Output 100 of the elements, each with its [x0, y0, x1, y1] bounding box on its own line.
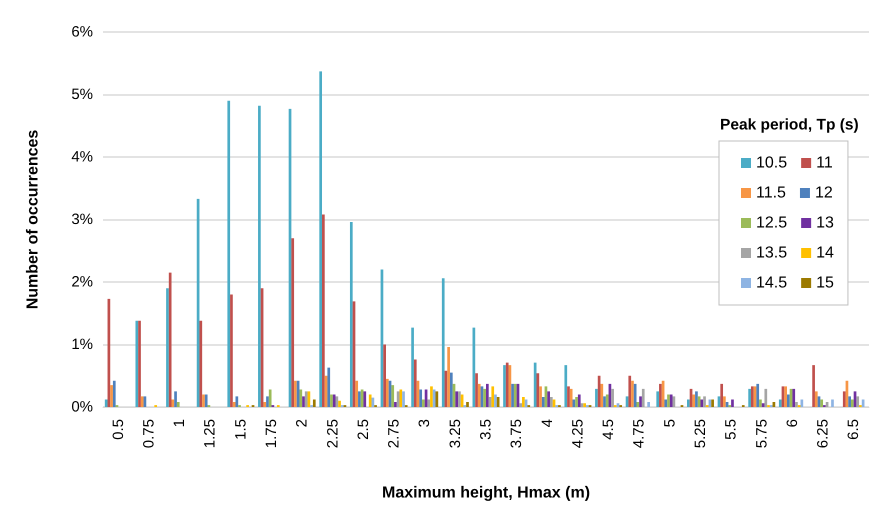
bar — [419, 390, 422, 407]
bar — [263, 402, 266, 407]
bar — [432, 390, 436, 407]
y-tick-label: 1% — [71, 336, 93, 353]
bar — [812, 365, 815, 407]
x-tick-label: 1.5 — [232, 419, 250, 440]
bar — [708, 400, 712, 407]
bar — [296, 380, 300, 407]
bar — [424, 390, 428, 407]
bar — [580, 403, 584, 407]
bar — [308, 391, 310, 407]
bar — [606, 394, 609, 407]
bar — [552, 400, 556, 407]
bar — [726, 402, 728, 407]
legend-label: 12 — [814, 184, 833, 202]
bar — [299, 390, 302, 407]
bar — [288, 108, 292, 407]
bar — [168, 272, 172, 407]
bar — [455, 391, 458, 407]
bar — [782, 386, 784, 407]
bar — [842, 391, 846, 407]
bar — [388, 380, 392, 407]
bar — [483, 388, 486, 407]
bar — [659, 384, 662, 407]
bar — [466, 402, 469, 407]
bar — [302, 396, 305, 407]
legend-label: 12.5 — [756, 214, 788, 232]
bar — [539, 386, 542, 407]
y-tick-label: 4% — [71, 148, 93, 166]
bar — [268, 390, 272, 407]
bar — [383, 344, 386, 407]
bar — [662, 380, 664, 407]
bar — [322, 214, 325, 407]
x-tick-label: 2 — [294, 419, 311, 428]
bar — [536, 373, 540, 407]
bar — [488, 397, 492, 407]
bar — [848, 396, 851, 407]
bar — [514, 384, 517, 407]
bar — [138, 320, 141, 407]
bar — [352, 301, 356, 407]
bar — [784, 386, 788, 407]
bar — [494, 394, 497, 407]
x-tick-label: 2.5 — [354, 419, 372, 440]
bar — [227, 100, 230, 407]
bar — [166, 288, 169, 407]
bar — [524, 400, 528, 407]
bar — [414, 360, 417, 407]
bar — [430, 386, 433, 407]
bar — [636, 402, 640, 407]
bar — [266, 396, 269, 407]
bar — [534, 362, 536, 407]
bar — [800, 400, 804, 407]
bar — [687, 400, 690, 407]
bar — [595, 388, 598, 407]
legend-title: Peak period, Tp (s) — [720, 116, 859, 134]
legend-label: 14 — [816, 244, 834, 262]
bar — [399, 390, 402, 407]
x-tick-label: 3.25 — [446, 419, 464, 448]
bar — [792, 388, 796, 407]
bar — [450, 372, 453, 407]
bar — [611, 388, 614, 407]
bar — [478, 384, 481, 407]
bar — [503, 365, 506, 407]
x-tick-label: 0.75 — [140, 419, 158, 448]
x-tick-label: 2.75 — [386, 419, 403, 448]
bar — [731, 400, 734, 407]
bar — [475, 373, 478, 407]
x-tick-label: 2.25 — [324, 419, 342, 448]
legend-label: 15 — [816, 274, 834, 292]
bar — [567, 386, 570, 407]
bar — [108, 298, 110, 407]
bar — [690, 388, 692, 407]
bar — [572, 400, 576, 407]
bar — [291, 238, 294, 407]
bar — [112, 380, 116, 407]
x-tick-label: 6.25 — [814, 419, 832, 448]
bar — [460, 394, 464, 407]
bar — [436, 391, 438, 407]
bar — [750, 386, 754, 407]
bar — [608, 384, 612, 407]
x-tick-label: 4.25 — [569, 419, 586, 448]
bar — [327, 368, 330, 407]
bar — [140, 396, 144, 407]
bar — [550, 397, 553, 407]
x-tick-label: 5.75 — [753, 419, 770, 448]
y-tick-label: 0% — [71, 398, 93, 416]
bar — [634, 384, 637, 407]
bar — [575, 397, 578, 407]
bar — [692, 394, 696, 407]
bar — [698, 396, 700, 407]
bar — [628, 376, 632, 407]
bar — [764, 388, 768, 407]
y-tick-label: 6% — [71, 24, 93, 40]
x-tick-label: 1 — [171, 419, 188, 428]
legend-label: 13.5 — [756, 244, 788, 262]
bar — [818, 396, 820, 407]
bar — [110, 385, 113, 407]
bar — [355, 380, 358, 407]
x-tick-label: 1.75 — [263, 419, 280, 448]
bar — [642, 388, 645, 407]
